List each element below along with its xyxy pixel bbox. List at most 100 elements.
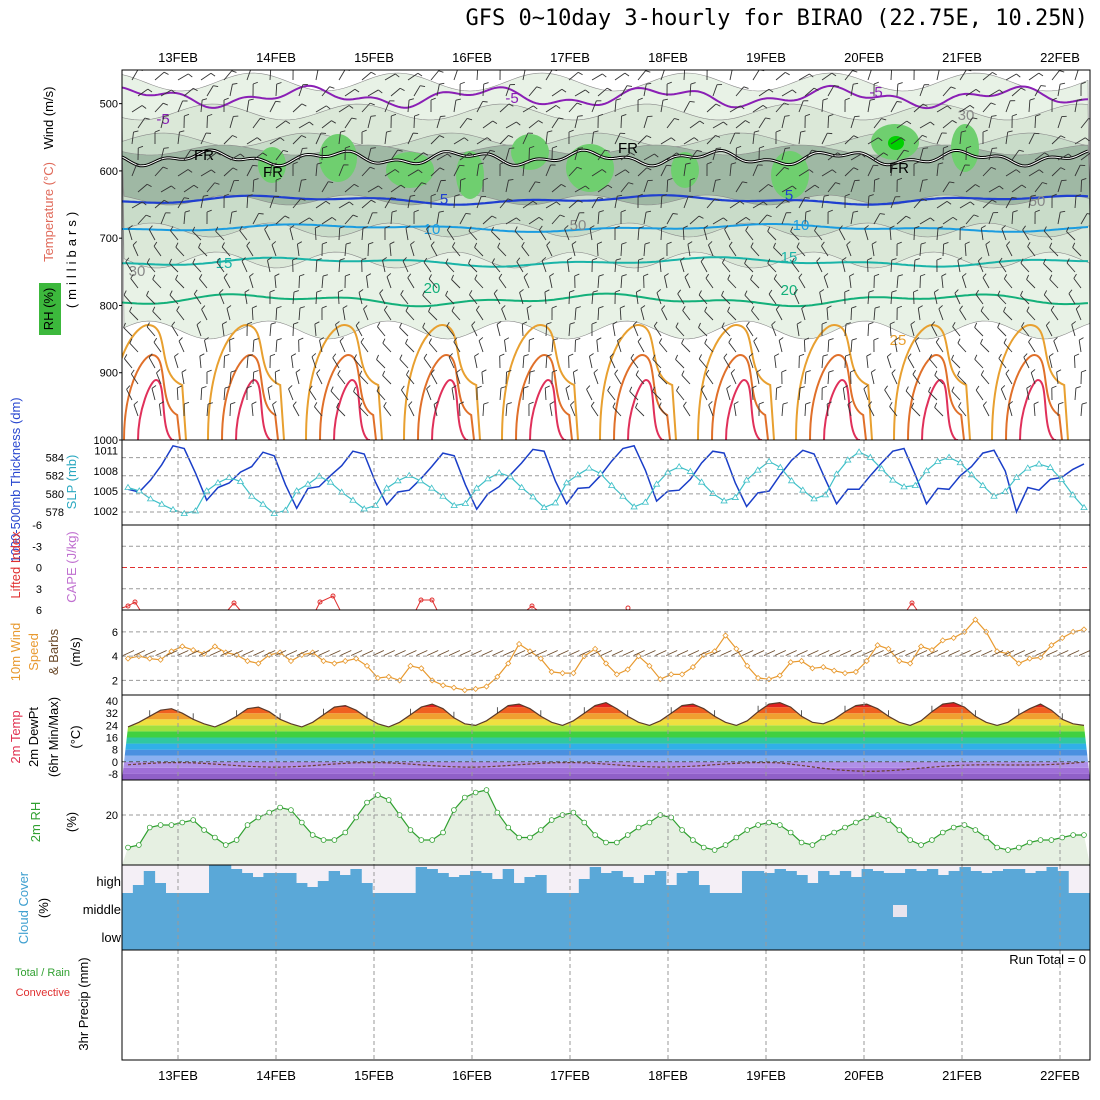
wind-barb xyxy=(934,374,944,385)
wind-barb xyxy=(332,357,340,369)
wind-barb xyxy=(1028,169,1040,177)
wind-barb xyxy=(446,326,455,337)
wind-speed-point xyxy=(570,670,577,677)
date-label-bottom: 22FEB xyxy=(1040,1068,1080,1083)
wind-barb xyxy=(896,149,905,161)
wind-barb-10m xyxy=(187,650,200,656)
wind-barb-flag xyxy=(998,257,1003,263)
wind-barb-flag xyxy=(478,67,483,69)
wind-barb-flag xyxy=(845,353,851,357)
wind-barb-flag xyxy=(335,321,340,325)
wind-barb-flag xyxy=(666,241,672,245)
wind-barb-flag xyxy=(439,82,445,85)
rh-point xyxy=(885,817,892,823)
wind-speed-point xyxy=(972,616,979,623)
wind-barb-flag xyxy=(1015,169,1021,173)
rh-point xyxy=(755,822,761,828)
wind-speed-point xyxy=(592,645,599,652)
wind-barb-10m xyxy=(1067,650,1080,656)
wind-barb-flag xyxy=(593,369,599,374)
wind-barb-flag xyxy=(247,321,253,325)
date-label-top: 14FEB xyxy=(256,50,296,65)
wind-barb xyxy=(1074,100,1078,113)
wind-barb xyxy=(361,166,371,177)
wind-barb-flag xyxy=(938,305,943,310)
rh-point xyxy=(429,837,435,843)
wind-barb xyxy=(568,324,571,337)
wind-barb-flag xyxy=(516,217,521,222)
wind-barb-flag xyxy=(598,306,604,309)
wind-barb-flag xyxy=(206,369,212,373)
wind-barb xyxy=(961,276,967,289)
wind-barb xyxy=(193,293,202,305)
wind-barb-10m xyxy=(742,650,754,656)
wind-barb-flag xyxy=(975,88,981,93)
wind-barb-flag xyxy=(577,147,583,149)
slp-point xyxy=(225,473,233,480)
wind-barb xyxy=(267,388,271,401)
wind-barb xyxy=(683,101,691,113)
rh-point xyxy=(255,814,262,821)
wind-barb-flag xyxy=(354,88,360,93)
wind-barb-flag xyxy=(478,162,484,165)
slp-point xyxy=(214,479,222,486)
wind-barb-flag xyxy=(276,306,282,309)
wind-barb-flag xyxy=(954,289,959,294)
wind-barb-flag xyxy=(638,257,644,261)
cloud-high-bar xyxy=(296,883,308,893)
wind-barb xyxy=(551,117,559,129)
rh-point xyxy=(461,794,468,801)
wind-barb xyxy=(942,243,945,257)
wind-barb xyxy=(804,87,815,97)
wind-barb-flag xyxy=(753,337,758,342)
wind-barb xyxy=(505,121,517,129)
wind-barb xyxy=(798,169,810,177)
contour-25 xyxy=(795,323,873,440)
wind-barb-flag xyxy=(773,274,778,280)
wind-barb xyxy=(314,406,323,417)
wind-barb xyxy=(206,404,209,417)
wind-barb xyxy=(1074,388,1077,401)
wind-barb xyxy=(337,374,346,385)
wind-barb xyxy=(269,101,276,113)
wind-barb xyxy=(867,196,870,209)
wind-barb-flag xyxy=(123,290,127,296)
wind-barb xyxy=(1043,230,1053,241)
wind-barb xyxy=(850,212,854,225)
ua-y-tick: 900 xyxy=(100,368,118,380)
wind-barb-flag xyxy=(589,225,595,229)
temp-band xyxy=(122,737,1090,744)
cloud-high-bar xyxy=(600,873,612,893)
wind-barb xyxy=(910,324,915,337)
wind-barb-flag xyxy=(178,337,183,342)
wind-barb-10m xyxy=(394,650,406,656)
wind-barb xyxy=(652,358,662,369)
contour-30 xyxy=(515,353,573,440)
wind-barb xyxy=(821,196,825,209)
wind-barb xyxy=(793,292,800,305)
wind-barb xyxy=(958,406,967,417)
rh-point xyxy=(385,797,392,803)
rh-point xyxy=(168,822,175,828)
wind-barb xyxy=(614,100,617,113)
wind-barb xyxy=(171,325,179,337)
wind-speed-point xyxy=(342,657,349,665)
wind-barb-flag xyxy=(889,225,895,229)
contour-20 xyxy=(122,292,1089,308)
wind-barb xyxy=(890,164,894,177)
wind-barb-flag xyxy=(626,85,633,87)
wind-barb xyxy=(1011,184,1023,193)
wind-barb xyxy=(335,324,340,337)
wind-barb xyxy=(428,311,438,321)
cloud-high-bar xyxy=(513,883,525,893)
wind-speed-point xyxy=(863,657,870,665)
wind-barb-flag xyxy=(664,273,669,277)
wind-barb-flag xyxy=(184,197,190,199)
wind-barb-10m xyxy=(948,650,960,656)
wind-barb-flag xyxy=(905,386,909,392)
wind-barb-flag xyxy=(246,241,251,247)
wind-barb xyxy=(1051,135,1062,145)
wind-barb xyxy=(445,262,455,273)
wind-barb-flag xyxy=(791,257,795,263)
wind-barb-10m xyxy=(459,650,471,656)
